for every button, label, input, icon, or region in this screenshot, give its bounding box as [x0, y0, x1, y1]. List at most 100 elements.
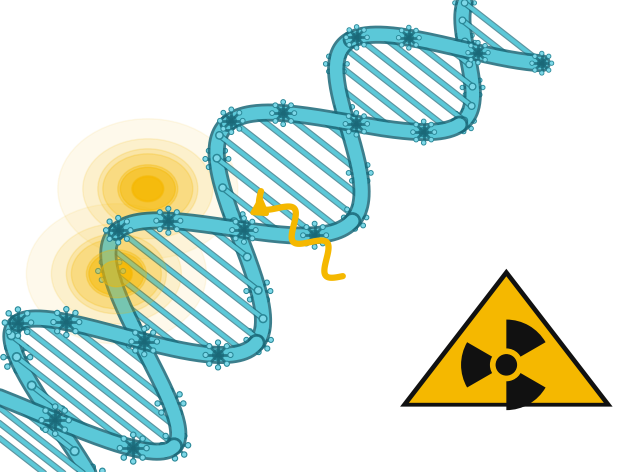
Circle shape: [157, 210, 162, 214]
Circle shape: [93, 432, 102, 441]
Circle shape: [462, 129, 465, 134]
Circle shape: [113, 225, 123, 236]
Circle shape: [121, 455, 126, 460]
Circle shape: [204, 158, 206, 160]
Circle shape: [226, 116, 237, 126]
Ellipse shape: [101, 262, 131, 286]
Circle shape: [321, 226, 324, 228]
Circle shape: [429, 137, 433, 142]
Ellipse shape: [67, 234, 166, 314]
Circle shape: [60, 406, 65, 411]
Circle shape: [165, 217, 173, 225]
Circle shape: [358, 182, 362, 186]
Circle shape: [355, 112, 357, 114]
Circle shape: [454, 2, 456, 4]
Circle shape: [226, 157, 231, 161]
Circle shape: [456, 34, 460, 37]
Circle shape: [344, 123, 347, 125]
Circle shape: [477, 42, 479, 44]
Circle shape: [9, 333, 14, 338]
Circle shape: [335, 52, 338, 54]
Circle shape: [229, 107, 233, 111]
Circle shape: [233, 219, 238, 224]
Circle shape: [347, 43, 351, 47]
Circle shape: [466, 51, 470, 55]
Circle shape: [6, 346, 9, 349]
Circle shape: [362, 114, 366, 118]
Circle shape: [242, 119, 244, 122]
Circle shape: [362, 224, 364, 227]
Circle shape: [169, 415, 172, 418]
Circle shape: [243, 217, 245, 219]
Circle shape: [313, 233, 318, 237]
Circle shape: [131, 446, 136, 451]
Circle shape: [471, 49, 473, 51]
Circle shape: [172, 456, 177, 461]
Circle shape: [50, 415, 55, 421]
Circle shape: [474, 48, 482, 57]
Circle shape: [257, 302, 260, 304]
Circle shape: [348, 44, 350, 46]
Circle shape: [63, 318, 71, 326]
Circle shape: [469, 126, 473, 130]
Circle shape: [177, 410, 182, 415]
Circle shape: [414, 43, 418, 47]
Circle shape: [81, 468, 86, 472]
Circle shape: [124, 335, 126, 338]
Circle shape: [129, 229, 131, 231]
Circle shape: [351, 179, 353, 182]
Circle shape: [259, 315, 267, 322]
Circle shape: [471, 34, 473, 36]
Circle shape: [321, 242, 324, 244]
Circle shape: [366, 123, 369, 125]
Ellipse shape: [132, 176, 164, 202]
Circle shape: [305, 242, 308, 244]
Circle shape: [123, 437, 125, 440]
Circle shape: [342, 111, 347, 116]
Circle shape: [355, 47, 358, 49]
Circle shape: [182, 452, 187, 457]
Circle shape: [347, 115, 350, 117]
Circle shape: [459, 17, 465, 24]
Circle shape: [343, 216, 345, 219]
Circle shape: [152, 367, 160, 375]
Circle shape: [335, 74, 338, 76]
Circle shape: [126, 325, 131, 330]
Circle shape: [231, 219, 237, 224]
Circle shape: [355, 35, 359, 39]
Circle shape: [221, 221, 224, 224]
Circle shape: [302, 234, 304, 236]
Circle shape: [102, 329, 106, 333]
Circle shape: [470, 48, 474, 51]
Circle shape: [177, 392, 182, 397]
Circle shape: [401, 44, 403, 46]
Circle shape: [108, 256, 113, 261]
Circle shape: [470, 127, 472, 130]
Circle shape: [457, 9, 459, 11]
Circle shape: [227, 158, 230, 160]
Circle shape: [359, 183, 361, 185]
Circle shape: [52, 430, 54, 433]
Circle shape: [152, 349, 155, 352]
Circle shape: [182, 402, 185, 405]
Circle shape: [335, 105, 339, 109]
Circle shape: [235, 220, 237, 223]
Circle shape: [538, 59, 546, 67]
Circle shape: [167, 219, 172, 223]
Circle shape: [72, 448, 77, 454]
Circle shape: [248, 281, 251, 284]
Circle shape: [248, 298, 251, 301]
Circle shape: [257, 278, 260, 280]
Circle shape: [36, 416, 42, 421]
Circle shape: [350, 105, 354, 109]
Circle shape: [350, 120, 354, 125]
Circle shape: [61, 317, 72, 328]
Circle shape: [454, 42, 456, 43]
Circle shape: [230, 108, 233, 110]
Circle shape: [363, 29, 365, 31]
Circle shape: [159, 211, 161, 213]
Circle shape: [125, 236, 129, 241]
Circle shape: [73, 329, 78, 334]
Circle shape: [355, 122, 360, 126]
Circle shape: [65, 417, 68, 420]
